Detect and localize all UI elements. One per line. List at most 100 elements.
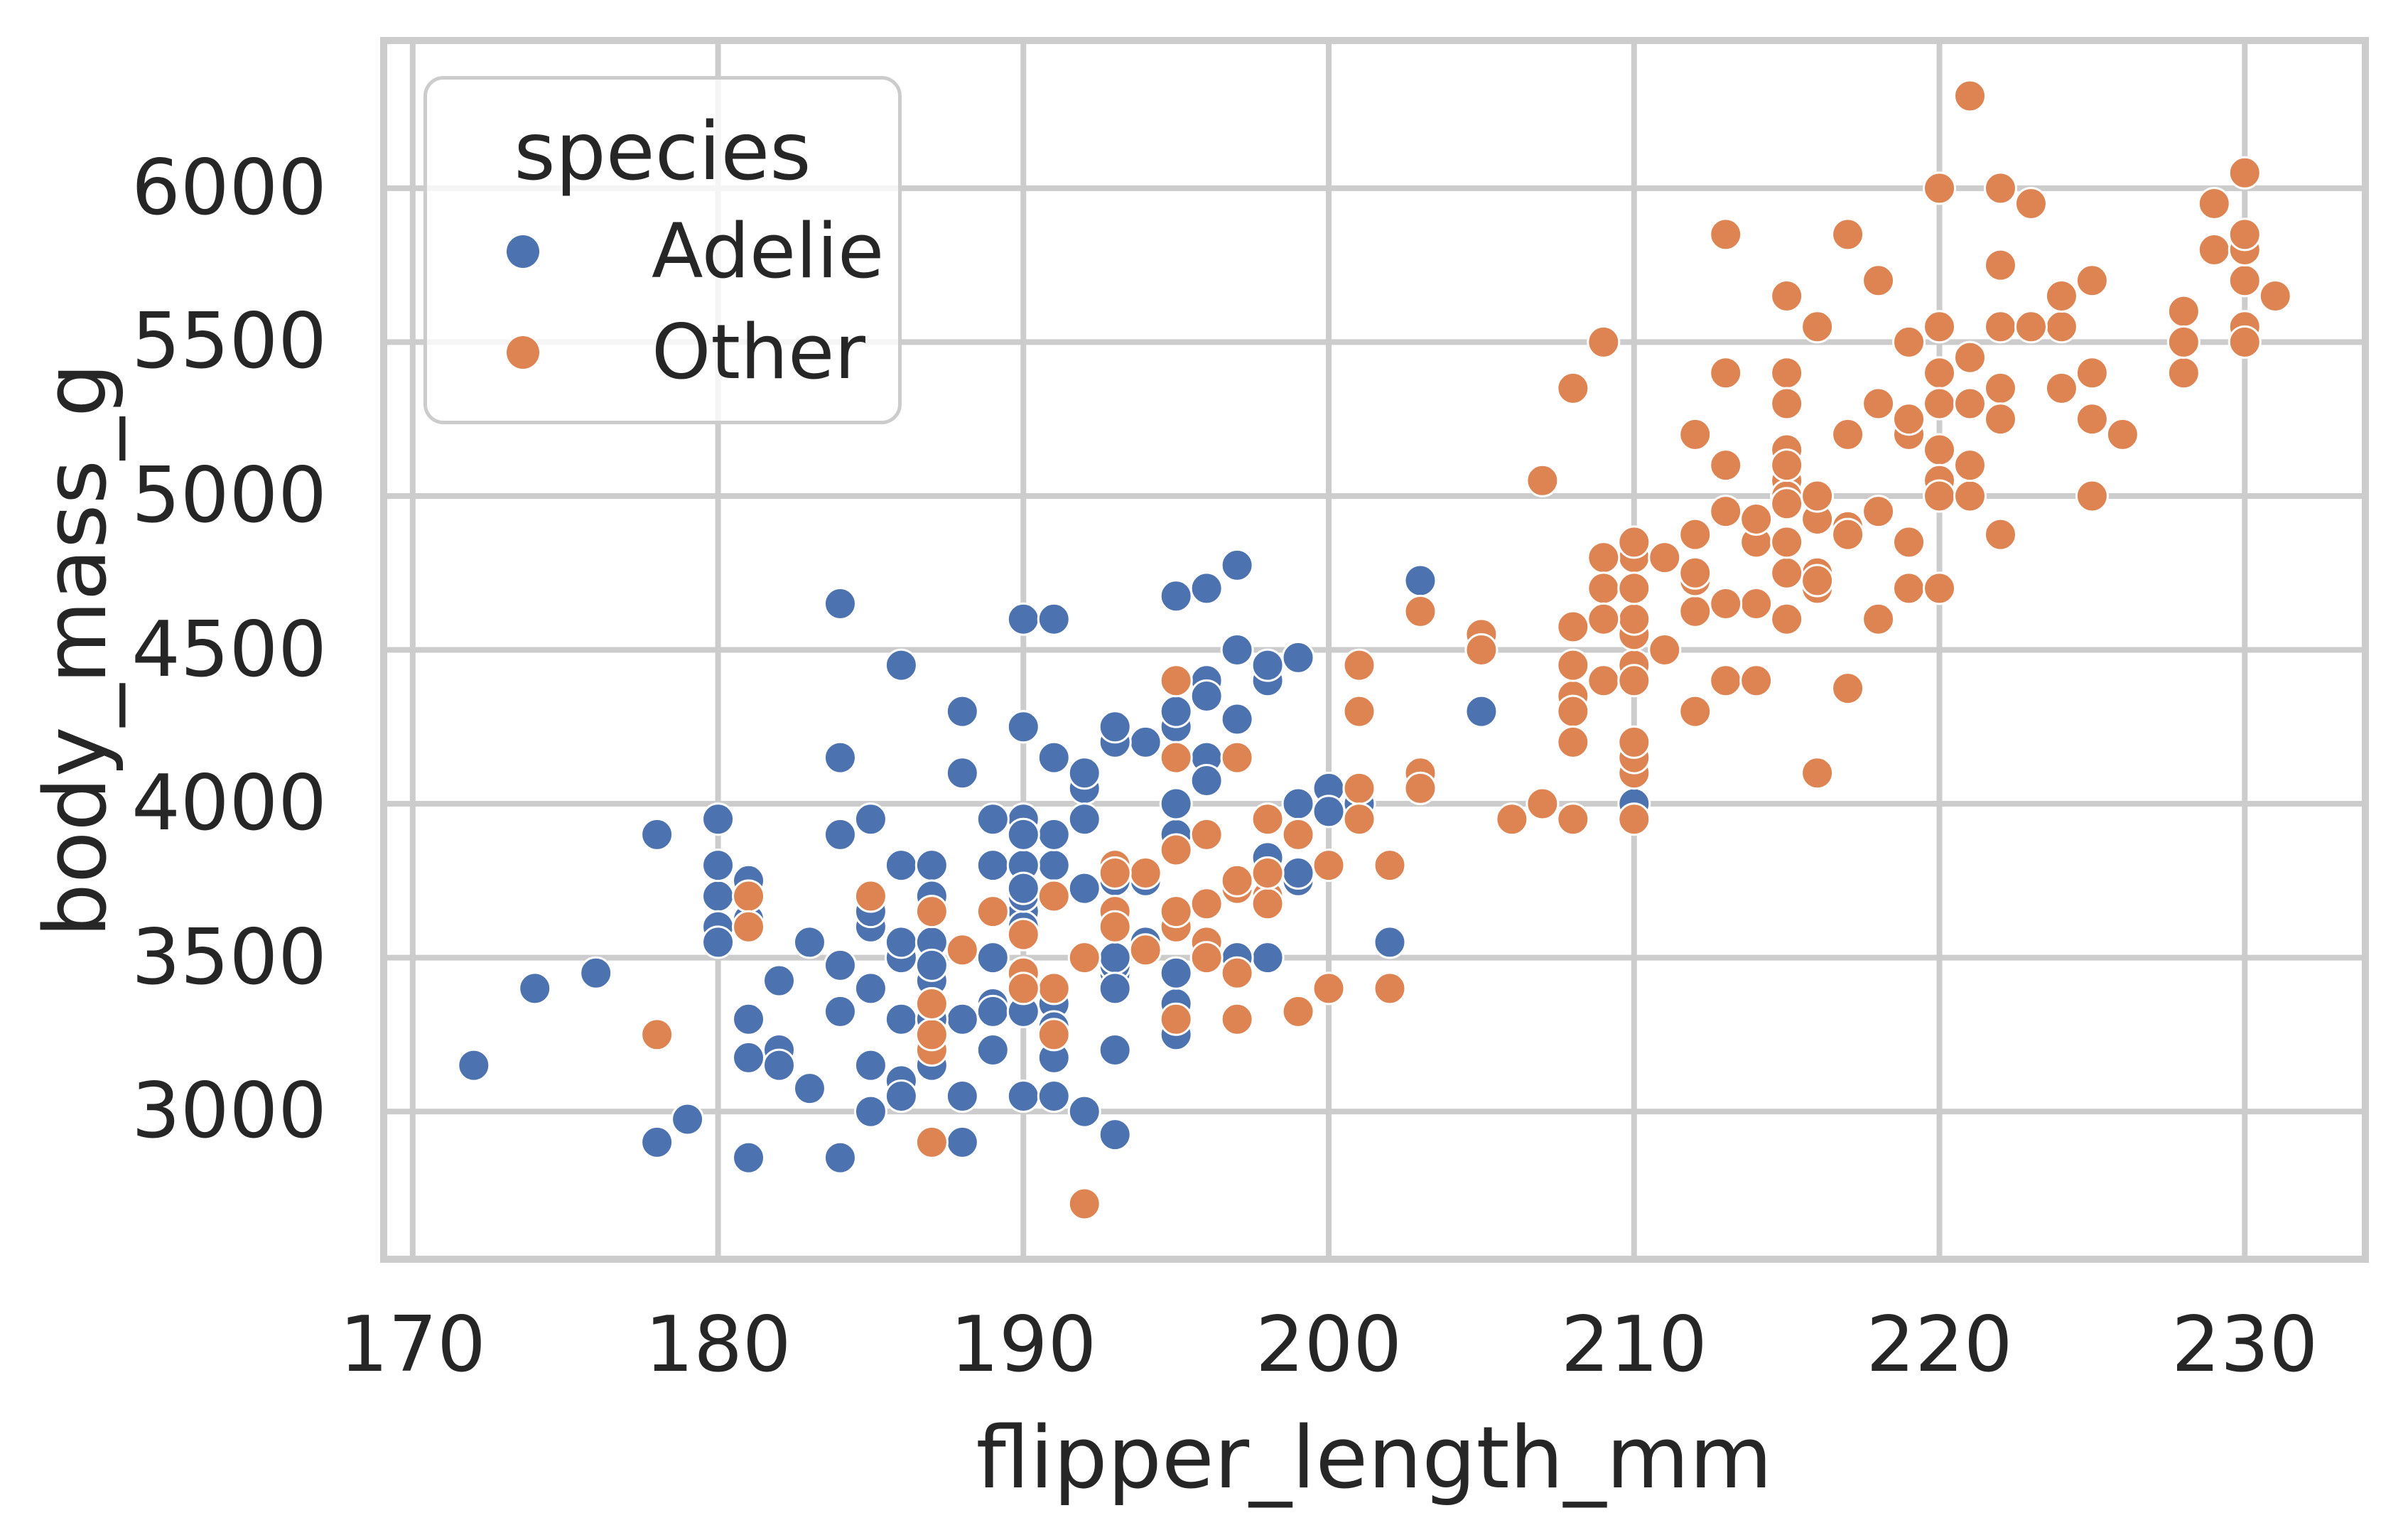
scatter-point-other [1862, 495, 1896, 529]
scatter-point-other [1953, 479, 1987, 513]
scatter-point-other [1678, 594, 1712, 628]
legend-item-other: Other [427, 308, 898, 397]
x-tick-label: 200 [1255, 1300, 1403, 1389]
scatter-point-adelie [1251, 648, 1285, 682]
scatter-point-other [1281, 994, 1315, 1028]
scatter-point-other [1189, 941, 1224, 975]
scatter-point-adelie [762, 964, 797, 998]
scatter-point-other [1617, 664, 1651, 698]
scatter-point-adelie [1037, 848, 1071, 883]
scatter-point-adelie [1006, 871, 1040, 905]
scatter-point-other [1373, 971, 1407, 1006]
other-marker-icon [507, 336, 539, 369]
scatter-point-adelie [1159, 694, 1193, 728]
scatter-point-other [1617, 602, 1651, 636]
scatter-point-other [1923, 433, 1957, 467]
scatter-point-adelie [853, 1048, 887, 1082]
scatter-point-adelie [640, 1125, 674, 1159]
scatter-point-other [2075, 402, 2109, 436]
x-tick-label: 190 [950, 1300, 1097, 1389]
scatter-point-other [1617, 802, 1651, 836]
scatter-point-adelie [823, 587, 857, 621]
scatter-point-other [1526, 463, 1560, 497]
scatter-point-adelie [823, 1141, 857, 1175]
scatter-point-other [1128, 933, 1162, 967]
scatter-point-other [1739, 502, 1773, 536]
scatter-point-adelie [884, 1002, 918, 1036]
scatter-point-other [1983, 310, 2017, 344]
scatter-point-other [1892, 571, 1926, 605]
y-tick-label: 4500 [131, 605, 327, 694]
scatter-point-adelie [1098, 1033, 1132, 1067]
scatter-point-other [1770, 448, 1804, 483]
scatter-point-other [1983, 371, 2017, 405]
scatter-point-other [2105, 417, 2139, 451]
scatter-point-other [1098, 910, 1132, 944]
scatter-point-adelie [701, 848, 735, 883]
scatter-point-adelie [1006, 817, 1040, 851]
scatter-point-other [2014, 187, 2048, 221]
scatter-point-adelie [853, 971, 887, 1006]
y-tick-label: 3000 [131, 1067, 327, 1156]
scatter-point-adelie [823, 817, 857, 851]
axes-spines [380, 37, 2369, 1263]
scatter-point-other [2228, 325, 2262, 359]
scatter-point-other [1617, 525, 1651, 559]
scatter-point-adelie [976, 941, 1010, 975]
scatter-point-other [1342, 802, 1376, 836]
scatter-point-other [1923, 310, 1957, 344]
scatter-point-other [1159, 1002, 1193, 1036]
legend: species Adelie Other [423, 76, 902, 424]
scatter-point-other [1831, 672, 1865, 706]
scatter-point-adelie [732, 1141, 766, 1175]
scatter-point-other [1831, 517, 1865, 551]
scatter-point-other [1342, 694, 1376, 728]
scatter-point-other [2014, 310, 2048, 344]
scatter-point-other [1648, 541, 1682, 575]
scatter-point-adelie [1159, 787, 1193, 821]
scatter-point-other [1464, 633, 1499, 667]
scatter-point-other [2228, 264, 2262, 298]
scatter-point-other [1831, 417, 1865, 451]
scatter-point-other [1128, 856, 1162, 890]
scatter-point-adelie [884, 848, 918, 883]
scatter-point-adelie [701, 925, 735, 959]
scatter-point-other [2166, 325, 2201, 359]
scatter-point-adelie [976, 802, 1010, 836]
scatter-point-adelie [1067, 871, 1101, 905]
scatter-point-adelie [976, 994, 1010, 1028]
scatter-point-other [1403, 771, 1437, 805]
scatter-point-adelie [823, 948, 857, 982]
scatter-point-other [1617, 725, 1651, 759]
scatter-point-other [1556, 694, 1590, 728]
scatter-point-adelie [1159, 956, 1193, 990]
scatter-point-other [1403, 594, 1437, 628]
scatter-point-adelie [1281, 856, 1315, 890]
scatter-point-other [1770, 387, 1804, 421]
scatter-point-other [1923, 356, 1957, 390]
scatter-point-adelie [1098, 971, 1132, 1006]
scatter-point-other [1587, 664, 1621, 698]
scatter-point-adelie [1067, 756, 1101, 790]
scatter-point-other [1006, 917, 1040, 952]
scatter-point-other [1251, 856, 1285, 890]
legend-title: species [514, 106, 811, 198]
scatter-point-other [1770, 556, 1804, 590]
scatter-point-other [2166, 294, 2201, 328]
scatter-point-other [1678, 694, 1712, 728]
legend-item-label-other: Other [652, 308, 865, 396]
scatter-point-adelie [1220, 633, 1254, 667]
scatter-point-other [1220, 956, 1254, 990]
scatter-point-adelie [1098, 1118, 1132, 1152]
scatter-point-adelie [1006, 1079, 1040, 1113]
scatter-point-adelie [1220, 548, 1254, 582]
scatter-point-other [1251, 802, 1285, 836]
scatter-point-other [1556, 648, 1590, 682]
scatter-point-adelie [792, 1072, 826, 1106]
scatter-point-other [914, 1018, 949, 1052]
scatter-point-adelie [823, 740, 857, 775]
x-tick-label: 230 [2171, 1300, 2318, 1389]
scatter-point-adelie [945, 1079, 979, 1113]
scatter-point-adelie [1464, 694, 1499, 728]
scatter-point-other [1709, 448, 1743, 483]
